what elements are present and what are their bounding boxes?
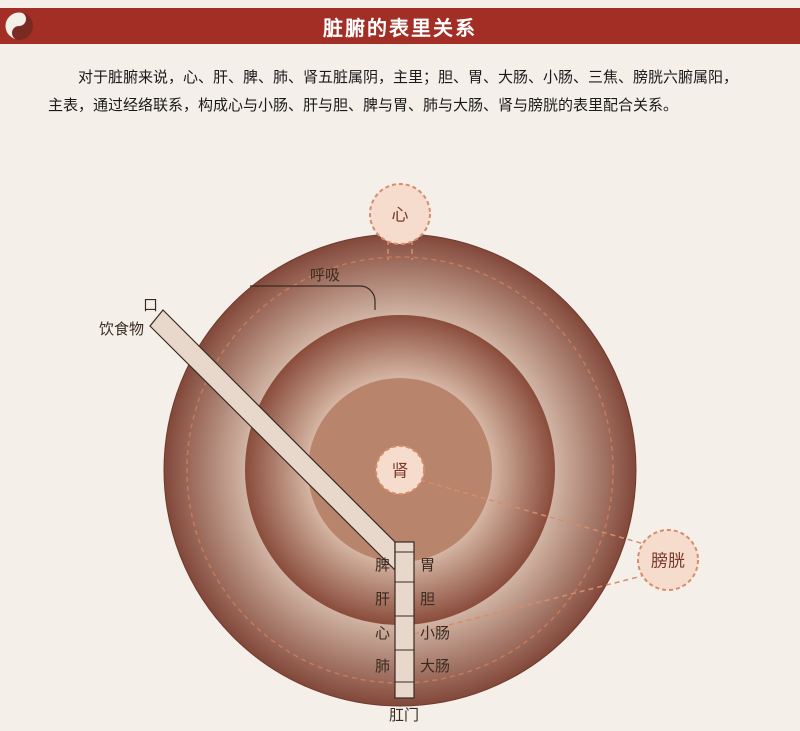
organ-diagram: 呼吸 心 肾 膀胱 口 饮食物 脾 肝 心 肺 胃 胆 小肠 大肠 肛门 <box>0 180 800 726</box>
breath-label: 呼吸 <box>310 267 340 284</box>
header-bar: 脏腑的表里关系 <box>0 8 800 44</box>
label-food: 饮食物 <box>99 321 144 338</box>
col-right-3: 大肠 <box>420 658 450 675</box>
intro-paragraph: 对于脏腑来说，心、肝、脾、肺、肾五脏属阴，主里；胆、胃、大肠、小肠、三焦、膀胱六… <box>48 64 752 120</box>
col-right-2: 小肠 <box>420 625 450 642</box>
col-right-1: 胆 <box>420 591 435 608</box>
node-bladder-label: 膀胱 <box>651 551 685 570</box>
col-right-0: 胃 <box>420 557 435 574</box>
col-left-2: 心 <box>375 625 390 642</box>
col-left-1: 肝 <box>375 591 390 608</box>
node-heart-label: 心 <box>392 205 409 224</box>
tube-column <box>395 542 414 698</box>
node-kidney-label: 肾 <box>392 461 409 480</box>
col-left-0: 脾 <box>375 557 390 574</box>
col-left-3: 肺 <box>375 658 390 675</box>
label-anus: 肛门 <box>389 707 419 724</box>
page-title: 脏腑的表里关系 <box>323 12 477 41</box>
taiji-icon <box>4 11 34 41</box>
label-mouth: 口 <box>143 297 158 314</box>
